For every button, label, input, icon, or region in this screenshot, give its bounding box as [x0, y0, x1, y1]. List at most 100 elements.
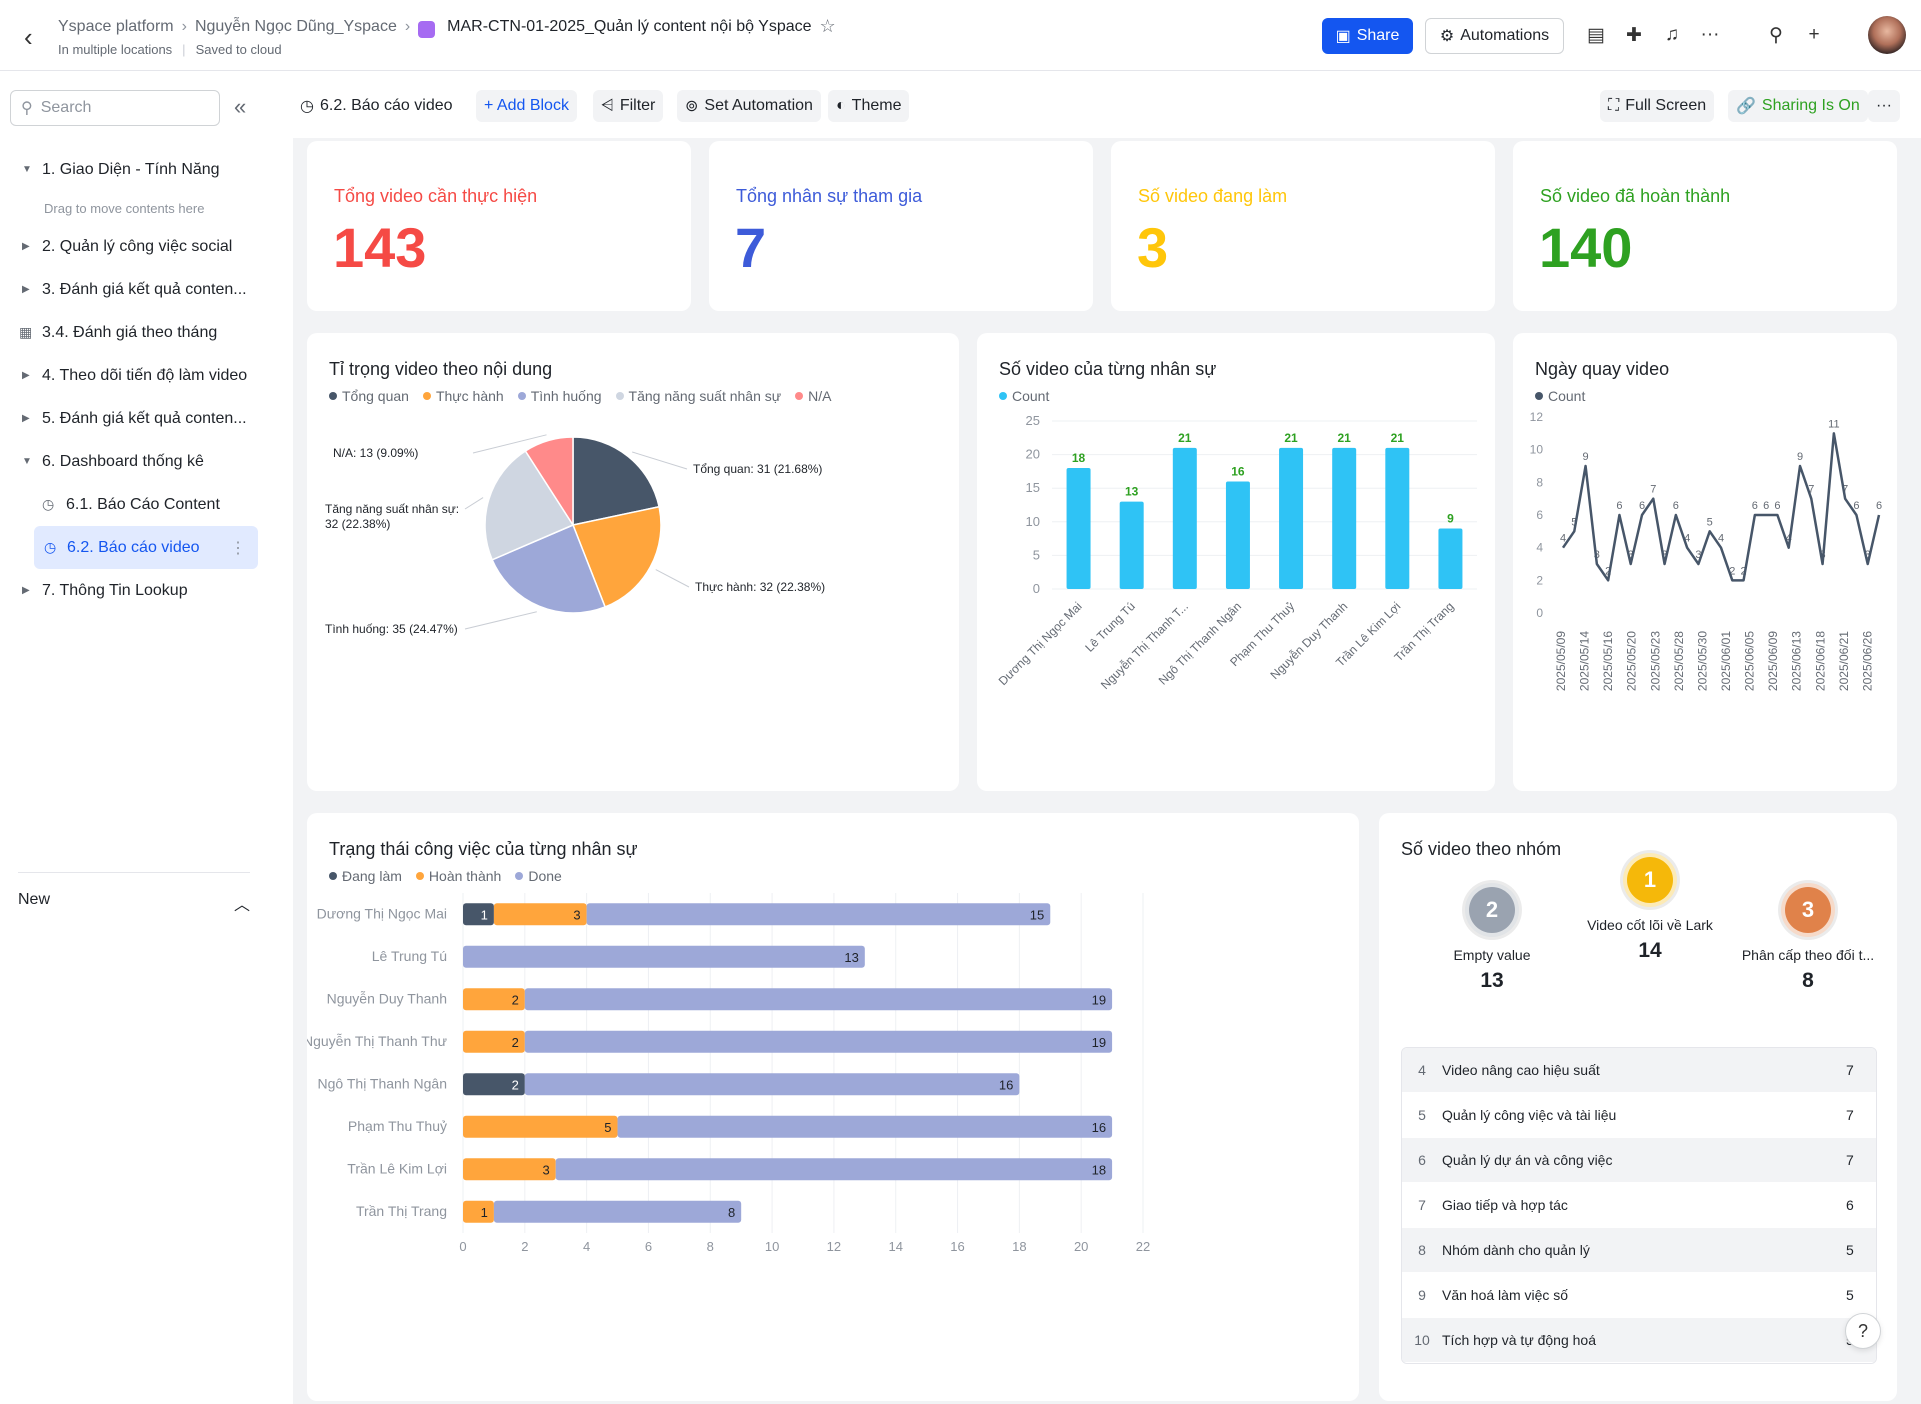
- breadcrumb-document[interactable]: MAR-CTN-01-2025_Quản lý content nội bộ Y…: [447, 17, 812, 35]
- caret-right-icon[interactable]: ▶: [22, 241, 30, 252]
- ranking-row[interactable]: 4 Video nâng cao hiệu suất 7: [1402, 1048, 1876, 1093]
- new-section[interactable]: New ︿: [18, 872, 250, 915]
- sidebar-item-quan-ly-social[interactable]: ▶ 2. Quản lý công việc social: [0, 225, 268, 268]
- back-arrow-icon[interactable]: ‹: [24, 22, 33, 52]
- rank-name: Nhóm dành cho quản lý: [1442, 1242, 1590, 1258]
- y-tick-label: 2: [1536, 573, 1543, 587]
- sidebar-item-lookup[interactable]: ▶ 7. Thông Tin Lookup: [0, 569, 268, 612]
- sidebar-item-bao-cao-content[interactable]: ◷ 6.1. Báo Cáo Content: [0, 483, 268, 526]
- bar: [1279, 447, 1304, 589]
- x-tick-label: 2025/06/21: [1837, 631, 1851, 691]
- plus-icon[interactable]: +: [1808, 24, 1820, 45]
- drag-hint: Drag to move contents here: [0, 191, 268, 225]
- kpi-title: Số video đã hoàn thành: [1540, 186, 1731, 206]
- breadcrumb-workspace[interactable]: Yspace platform: [58, 17, 174, 35]
- share-button[interactable]: ▣ Share: [1322, 18, 1413, 54]
- caret-right-icon[interactable]: ▶: [22, 413, 30, 424]
- slice-label: 32 (22.38%): [325, 517, 390, 531]
- data-label: 5: [604, 1120, 611, 1135]
- more-button[interactable]: ···: [1868, 90, 1900, 122]
- pie-slice: [572, 436, 660, 526]
- ranking-row[interactable]: 9 Văn hoá làm việc số 5: [1402, 1273, 1876, 1318]
- legend-item: Hoàn thành: [415, 868, 501, 884]
- kpi-card-staff[interactable]: Tổng nhân sự tham gia 7: [709, 141, 1093, 311]
- legend-label: Count: [1012, 388, 1050, 404]
- sharing-label: Sharing Is On: [1761, 97, 1860, 114]
- full-screen-label: Full Screen: [1625, 97, 1707, 114]
- help-icon[interactable]: ?: [1845, 1313, 1881, 1349]
- caret-right-icon[interactable]: ▶: [22, 284, 30, 295]
- stacked-bar-segment: [524, 988, 1113, 1011]
- pie-chart-card[interactable]: Tỉ trọng video theo nội dung Tổng quan Th…: [307, 333, 959, 791]
- add-block-button[interactable]: + Add Block: [476, 90, 577, 122]
- data-label: 2: [1605, 565, 1611, 577]
- ranking-row[interactable]: 5 Quản lý công việc và tài liệu 7: [1402, 1093, 1876, 1138]
- line-chart-card[interactable]: Ngày quay video Count 0 2 4 6 8 10 12 4 5 9 3 2 6 3 6 7…: [1513, 333, 1897, 791]
- sharing-button[interactable]: 🔗 Sharing Is On: [1728, 90, 1868, 122]
- podium-name: Empty value: [1453, 947, 1531, 963]
- kpi-card-in-progress[interactable]: Số video đang làm 3: [1111, 141, 1495, 311]
- new-label: New: [18, 891, 51, 908]
- data-label: 3: [1865, 549, 1871, 561]
- stacked-bar-segment: [463, 945, 865, 968]
- x-tick-label: 22: [1136, 1239, 1150, 1254]
- rank-index: 9: [1418, 1287, 1426, 1303]
- podium-name: Phân cấp theo đối t...: [1741, 947, 1875, 963]
- caret-right-icon[interactable]: ▶: [22, 370, 30, 381]
- location-text[interactable]: In multiple locations: [58, 42, 173, 57]
- collapse-sidebar-icon[interactable]: «: [234, 94, 247, 119]
- data-label: 7: [1808, 484, 1814, 496]
- breadcrumb-folder[interactable]: Nguyễn Ngọc Dũng_Yspace: [194, 17, 397, 35]
- ranking-row[interactable]: 7 Giao tiếp và hợp tác 6: [1402, 1183, 1876, 1228]
- page-title-text: 6.2. Báo cáo video: [319, 97, 453, 114]
- slice-label: Tăng năng suất nhân sự:: [325, 502, 459, 516]
- sidebar-item-dashboard[interactable]: ▼ 6. Dashboard thống kê: [0, 440, 268, 483]
- sidebar-item-danh-gia-thang[interactable]: ▦ 3.4. Đánh giá theo tháng: [0, 311, 268, 354]
- more-icon[interactable]: ···: [1700, 24, 1720, 45]
- kpi-card-done[interactable]: Số video đã hoàn thành 140: [1513, 141, 1897, 311]
- stacked-bar-chart-card[interactable]: Trạng thái công việc của từng nhân sự Đa…: [307, 813, 1359, 1401]
- filter-button[interactable]: ⩤ Filter: [593, 90, 664, 122]
- stacked-bar-segment: [463, 1200, 494, 1223]
- caret-down-icon[interactable]: ▼: [22, 456, 32, 467]
- sidebar-item-danh-gia-5[interactable]: ▶ 5. Đánh giá kết quả conten...: [0, 397, 268, 440]
- y-tick-label: 25: [1026, 413, 1040, 428]
- x-tick-label: 16: [950, 1239, 964, 1254]
- theme-button[interactable]: ◐ Theme: [828, 90, 910, 122]
- sidebar-item-giao-dien[interactable]: ▼ 1. Giao Diện - Tính Năng: [0, 148, 268, 191]
- chevron-right-icon: ›: [181, 17, 187, 35]
- bar-chart-card[interactable]: Số video của từng nhân sự Count 0 5 10 15 20…: [977, 333, 1495, 791]
- rank-name: Giao tiếp và hợp tác: [1442, 1197, 1568, 1213]
- caret-right-icon[interactable]: ▶: [22, 585, 30, 596]
- full-screen-button[interactable]: ⛶ Full Screen: [1600, 90, 1715, 122]
- search-input[interactable]: ⚲ Search: [10, 90, 220, 126]
- more-vertical-icon[interactable]: ⋮: [230, 539, 246, 557]
- y-tick-label: 0: [1536, 606, 1543, 620]
- legend-item: Tổng quan: [329, 388, 409, 404]
- avatar[interactable]: [1868, 16, 1906, 54]
- search-icon[interactable]: ⚲: [1769, 25, 1783, 46]
- sidebar-item-danh-gia-3[interactable]: ▶ 3. Đánh giá kết quả conten...: [0, 268, 268, 311]
- rank-index: 10: [1414, 1332, 1430, 1348]
- caret-down-icon[interactable]: ▼: [22, 164, 32, 175]
- set-automation-button[interactable]: ⊚ Set Automation: [677, 90, 821, 122]
- chevron-up-icon[interactable]: ︿: [233, 897, 250, 914]
- sidebar-item-theo-doi-video[interactable]: ▶ 4. Theo dõi tiến độ làm video: [0, 354, 268, 397]
- automations-button[interactable]: ⚙ Automations: [1425, 18, 1564, 54]
- templates-icon[interactable]: ▤: [1587, 25, 1605, 46]
- kpi-card-total[interactable]: Tổng video cần thực hiện 143: [307, 141, 691, 311]
- group-ranking-card[interactable]: Số video theo nhóm 2 Empty value 13 1 Vi…: [1379, 813, 1897, 1401]
- data-label: 6: [1774, 500, 1780, 512]
- sidebar-item-bao-cao-video[interactable]: ◷ 6.2. Báo cáo video ⋮: [34, 526, 258, 569]
- bell-icon[interactable]: ♫: [1664, 24, 1680, 45]
- data-label: 6: [1673, 500, 1679, 512]
- search-icon: ⚲: [21, 100, 33, 117]
- ranking-row[interactable]: 8 Nhóm dành cho quản lý 5: [1402, 1228, 1876, 1273]
- plugin-icon[interactable]: ✚: [1626, 25, 1642, 46]
- x-tick-label: 10: [765, 1239, 779, 1254]
- star-icon[interactable]: ☆: [819, 16, 836, 36]
- save-status: Saved to cloud: [195, 42, 282, 57]
- drag-hint-label: Drag to move contents here: [44, 200, 205, 216]
- ranking-row[interactable]: 6 Quản lý dự án và công việc 7: [1402, 1138, 1876, 1183]
